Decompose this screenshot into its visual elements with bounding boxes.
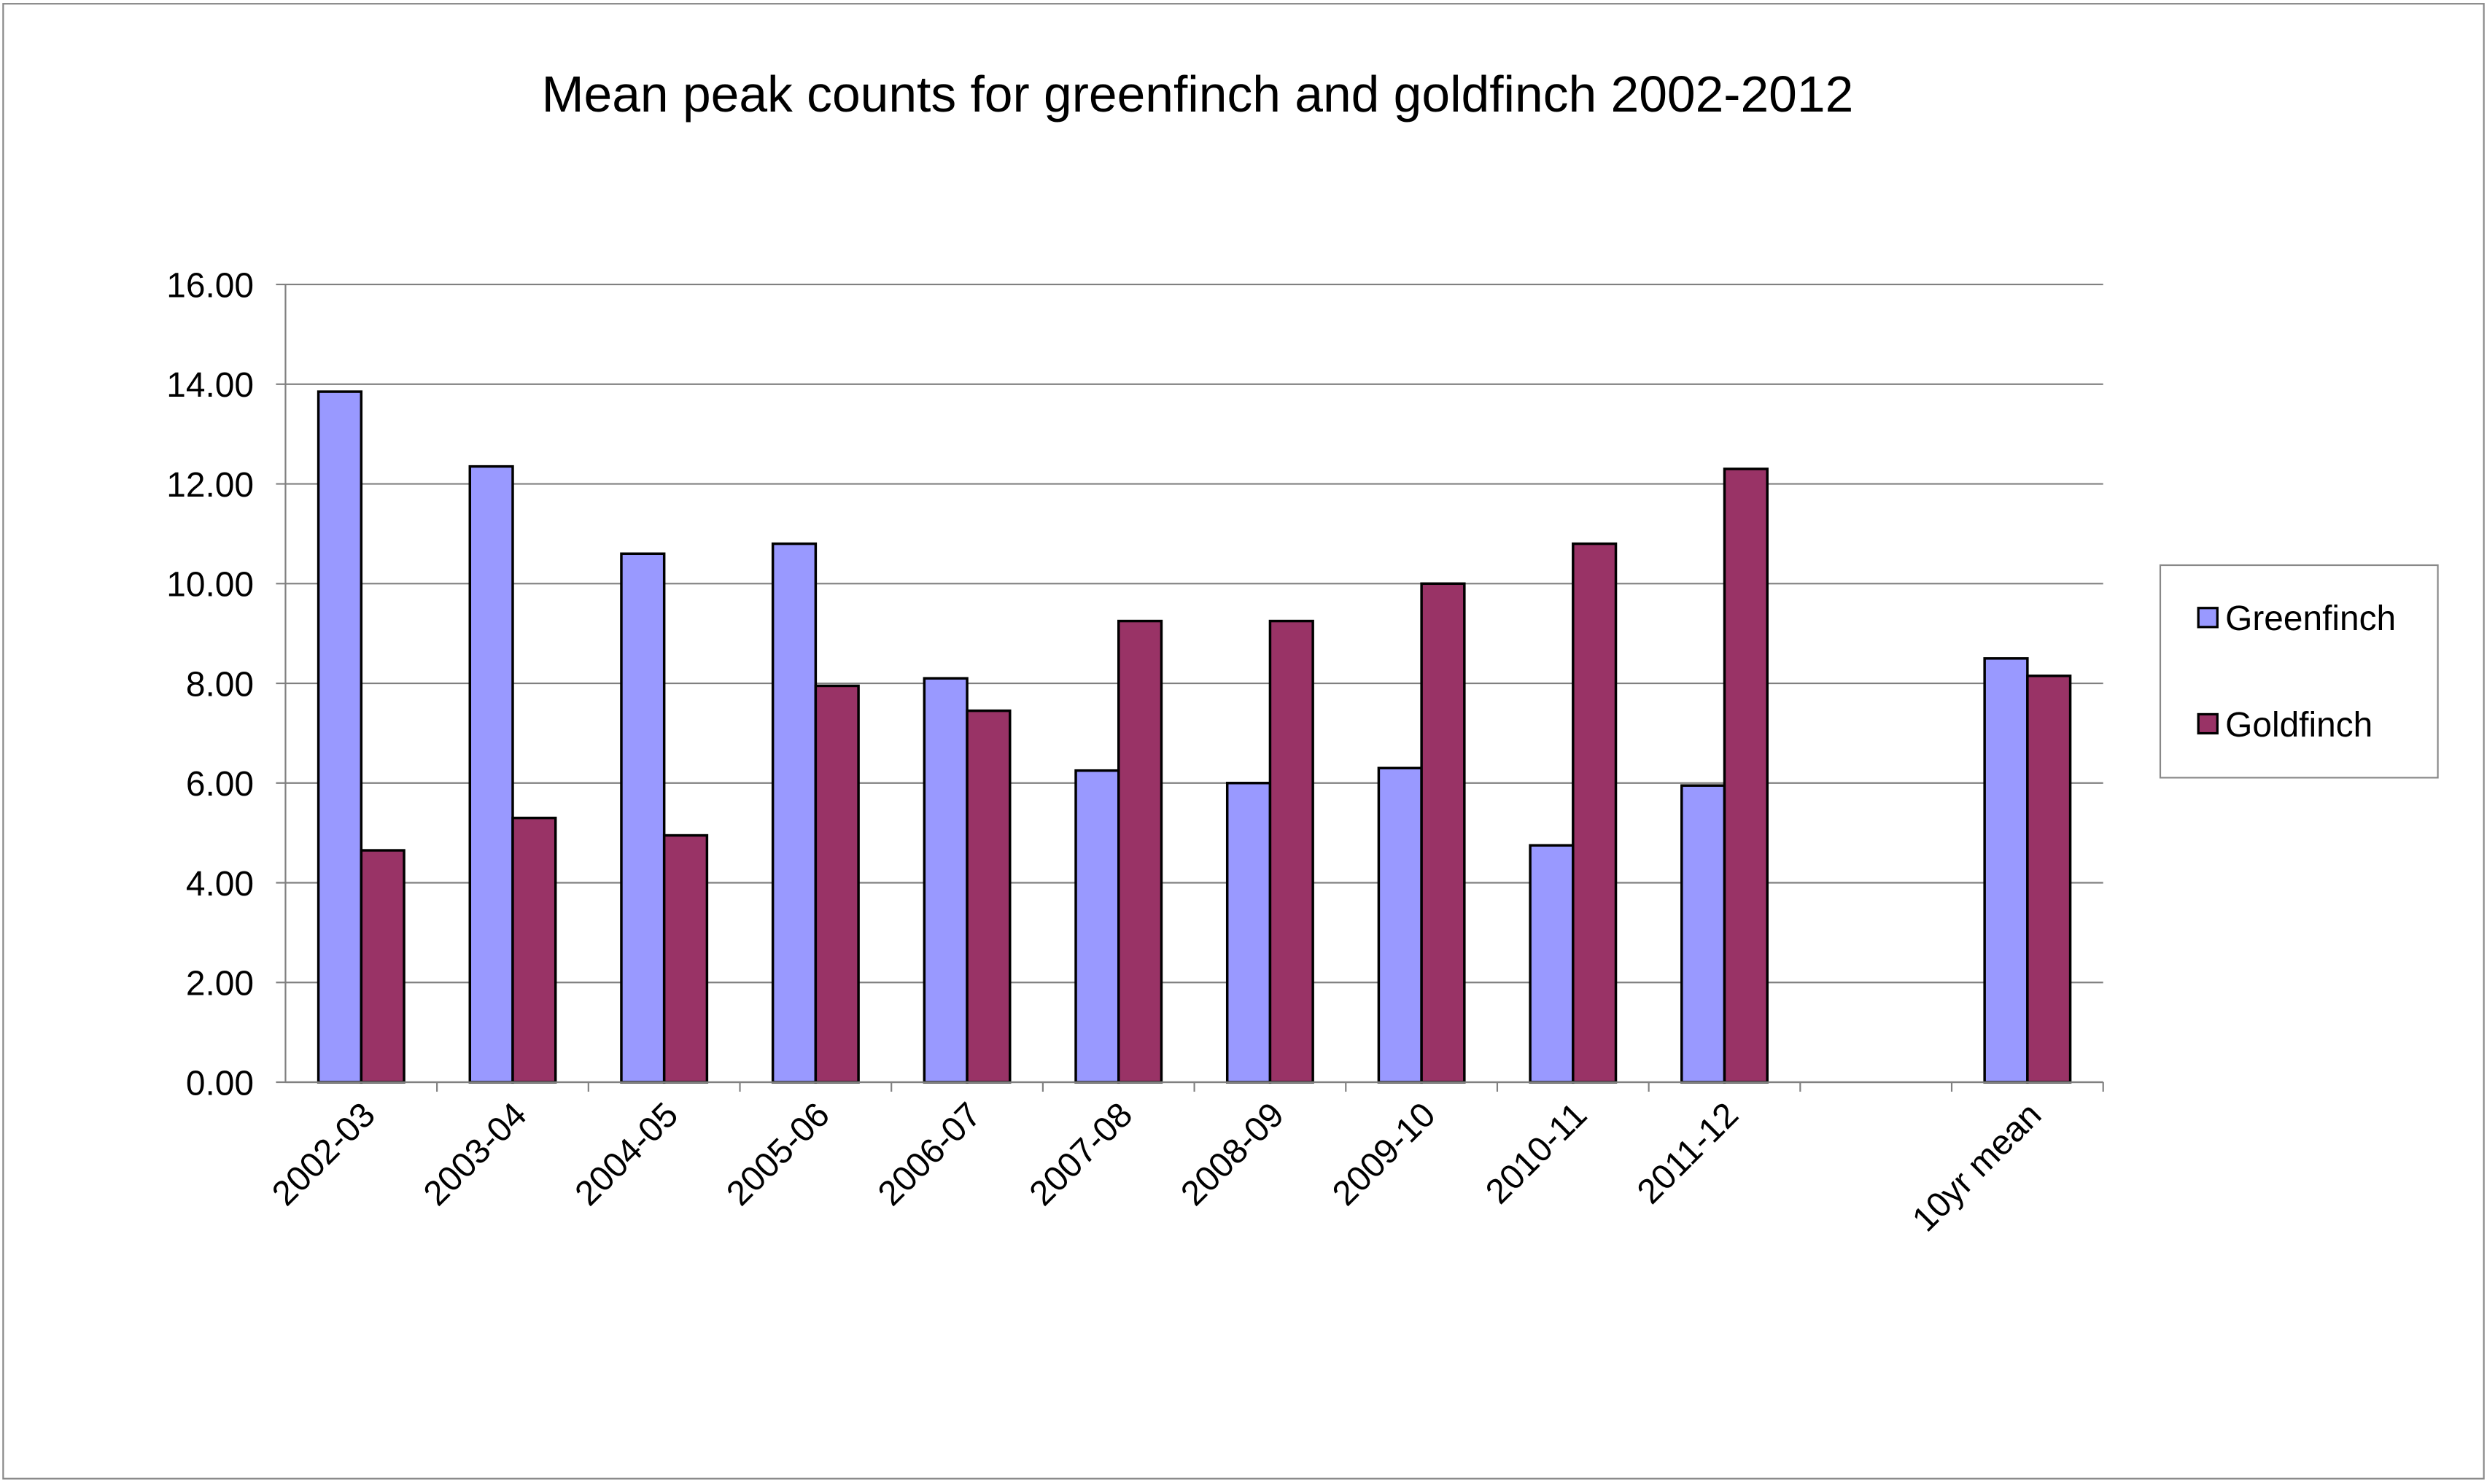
bar-goldfinch bbox=[1117, 619, 1163, 1084]
bar-goldfinch bbox=[966, 709, 1012, 1084]
bar-greenfinch bbox=[1377, 766, 1423, 1084]
bar-goldfinch bbox=[1420, 582, 1466, 1084]
chart-border bbox=[2, 3, 2485, 1480]
bar-greenfinch bbox=[1983, 657, 2029, 1084]
legend-label-goldfinch: Goldfinch bbox=[2225, 706, 2372, 745]
bar-greenfinch bbox=[620, 552, 666, 1084]
bar-goldfinch bbox=[662, 834, 709, 1084]
bar-greenfinch bbox=[468, 465, 514, 1084]
y-tick-label: 10.00 bbox=[166, 566, 254, 605]
y-tick-label: 14.00 bbox=[166, 366, 254, 405]
y-tick-label: 6.00 bbox=[186, 765, 254, 804]
y-tick-label: 16.00 bbox=[166, 266, 254, 305]
y-tick-label: 8.00 bbox=[186, 665, 254, 704]
bar-greenfinch bbox=[1074, 769, 1120, 1084]
bar-greenfinch bbox=[1529, 844, 1575, 1084]
y-tick-label: 2.00 bbox=[186, 965, 254, 1003]
gridlines bbox=[276, 283, 2103, 1084]
bar-greenfinch bbox=[1225, 782, 1272, 1084]
bar-greenfinch bbox=[923, 677, 969, 1084]
bar-goldfinch bbox=[1572, 542, 1618, 1084]
bar-greenfinch bbox=[771, 542, 818, 1084]
chart-title: Mean peak counts for greenfinch and gold… bbox=[542, 66, 1854, 123]
bar-goldfinch bbox=[511, 816, 557, 1084]
bar-goldfinch bbox=[1723, 467, 1769, 1084]
bar-goldfinch bbox=[814, 684, 860, 1084]
bar-goldfinch bbox=[2026, 675, 2072, 1084]
bar-greenfinch bbox=[1680, 784, 1726, 1084]
bar-greenfinch bbox=[317, 390, 363, 1084]
legend-label-greenfinch: Greenfinch bbox=[2225, 599, 2396, 638]
legend-box bbox=[2159, 564, 2439, 779]
bar-goldfinch bbox=[1268, 619, 1314, 1084]
legend: Greenfinch Goldfinch bbox=[2159, 564, 2439, 779]
y-tick-label: 12.00 bbox=[166, 466, 254, 505]
bar-goldfinch bbox=[360, 849, 406, 1084]
legend-swatch-greenfinch bbox=[2197, 607, 2219, 629]
y-tick-label: 4.00 bbox=[186, 865, 254, 904]
bars bbox=[317, 390, 2072, 1084]
y-tick-label: 0.00 bbox=[186, 1064, 254, 1103]
legend-swatch-goldfinch bbox=[2197, 712, 2219, 735]
